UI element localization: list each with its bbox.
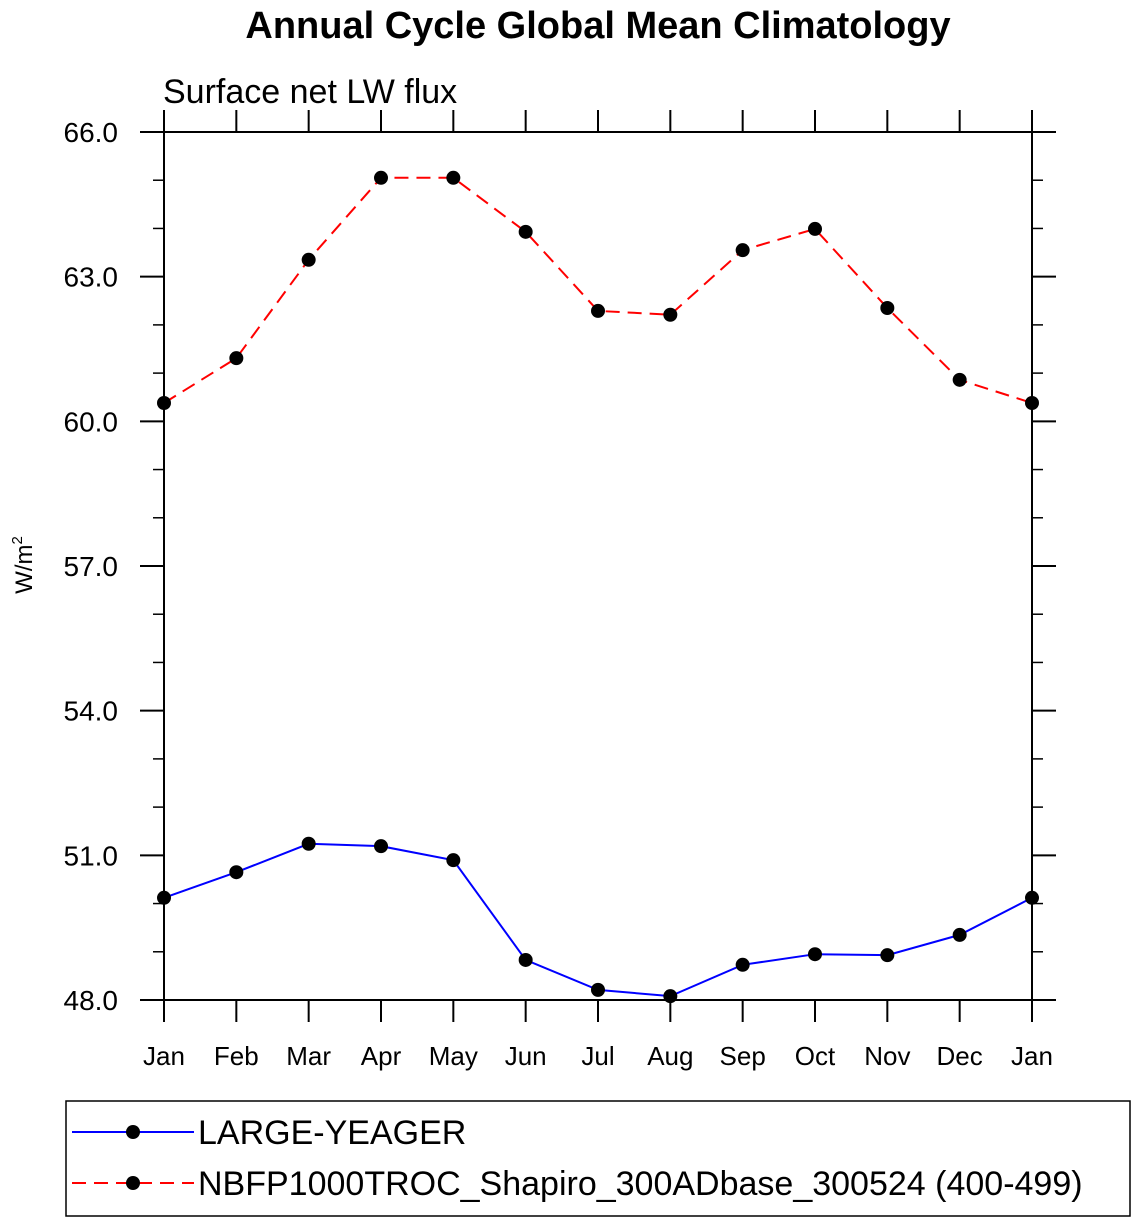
data-point [1025,890,1039,905]
x-tick-label: Jan [143,1041,185,1071]
legend-label: NBFP1000TROC_Shapiro_300ADbase_300524 (4… [198,1165,1083,1203]
data-point [518,952,533,967]
x-tick-label: Feb [214,1041,259,1071]
y-tick-label: 63.0 [64,262,119,293]
data-point [735,957,750,972]
data-point [591,303,605,318]
data-point [952,372,967,387]
series-0 [157,836,1039,1004]
x-tick-label: May [429,1041,478,1071]
chart-subtitle: Surface net LW flux [163,73,457,111]
chart-title: Annual Cycle Global Mean Climatology [245,5,950,47]
data-point [591,982,605,997]
x-tick-label: Jul [581,1041,614,1071]
series-line [163,176,1033,404]
data-point [952,927,967,942]
y-tick-label: 57.0 [64,551,119,582]
data-point [374,839,388,854]
data-point [1025,396,1039,411]
data-point [880,301,895,316]
data-point [808,947,822,962]
data-point [663,989,678,1004]
legend-marker [126,1176,140,1190]
x-tick-label: Oct [795,1041,836,1071]
data-point [229,351,244,366]
data-point [446,170,461,185]
x-tick-label: Apr [361,1041,402,1071]
x-tick-label: Aug [647,1041,693,1071]
legend: LARGE-YEAGER NBFP1000TROC_Shapiro_300ADba… [65,1100,1131,1217]
legend-box [65,1100,1131,1217]
x-tick-label: Jan [1011,1041,1053,1071]
data-point [735,243,750,258]
y-tick-label: 48.0 [64,985,119,1016]
series-layer [157,170,1039,1004]
data-point [808,221,822,236]
plot-frame [163,131,1033,1001]
series-1 [157,170,1039,411]
x-tick-label: Sep [720,1041,766,1071]
y-tick-label: 51.0 [64,840,119,871]
series-line [163,842,1033,998]
data-point [229,865,244,880]
y-tick-label: 66.0 [64,117,119,148]
legend-marker [126,1125,140,1139]
legend-label: LARGE-YEAGER [198,1114,466,1152]
data-point [663,307,678,322]
axis-ticks: 48.0 51.0 54.0 57.0 60.0 63.0 66.0 Jan Feb Mar Apr… [64,110,1056,1071]
y-axis-label-text: W/m [11,545,38,594]
data-point [880,948,895,963]
data-point [374,170,388,185]
data-point [157,396,171,411]
data-point [446,853,461,868]
data-point [518,224,533,239]
y-axis-label: W/m2 [9,536,38,594]
x-tick-label: Jun [505,1041,547,1071]
legend-items: LARGE-YEAGER NBFP1000TROC_Shapiro_300ADba… [72,1114,1083,1203]
y-tick-label: 60.0 [64,406,119,437]
data-point [301,836,316,851]
data-point [157,890,171,905]
y-axis-label-superscript: 2 [9,536,26,544]
x-tick-label: Mar [286,1041,331,1071]
x-tick-label: Dec [937,1041,983,1071]
x-tick-label: Nov [864,1041,910,1071]
y-tick-label: 54.0 [64,696,119,727]
data-point [301,252,316,267]
